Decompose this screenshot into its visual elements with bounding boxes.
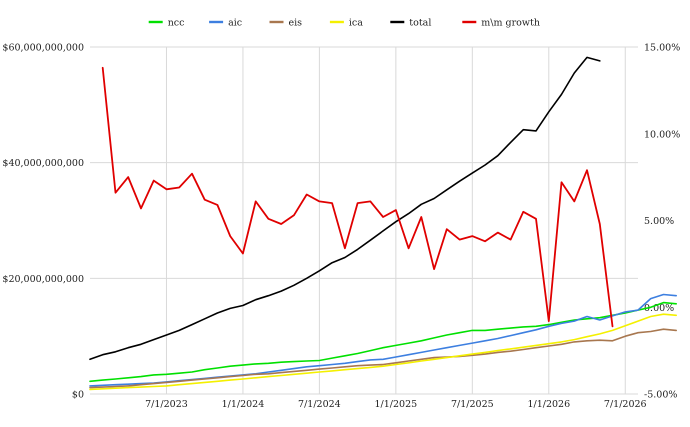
y-left-tick-label: $40,000,000,000 (2, 158, 84, 169)
x-tick-label: 7/1/2024 (298, 399, 341, 410)
y-right-tick-label: 0.00% (644, 303, 674, 314)
series-line-ica (89, 313, 678, 391)
series-lines (89, 56, 678, 391)
y-right-tick-label: 5.00% (644, 216, 674, 227)
x-tick-label: 1/1/2026 (527, 399, 570, 410)
series-line-total (89, 56, 601, 361)
y-left-tick-label: $20,000,000,000 (2, 274, 84, 285)
x-tick-label: 7/1/2025 (451, 399, 494, 410)
legend-label: ncc (168, 18, 185, 29)
series-line-m-m-growth (101, 66, 614, 328)
series-line-eis (89, 328, 678, 389)
series-line-ncc (89, 301, 678, 383)
x-tick-label: 1/1/2025 (375, 399, 418, 410)
legend-label: total (409, 18, 431, 29)
axes: $0 $20,000,000,000 $40,000,000,000 $60,000,… (2, 43, 680, 411)
y-right-tick-label: -5.00% (644, 390, 677, 401)
legend: ncc aic eis ica total m\m growth (148, 18, 540, 29)
x-tick-label: 7/1/2026 (604, 399, 647, 410)
legend-label: eis (289, 18, 303, 29)
y-left-tick-label: $60,000,000,000 (2, 43, 84, 54)
y-right-tick-label: 15.00% (644, 43, 680, 54)
y-right-tick-label: 10.00% (644, 129, 680, 140)
legend-label: m\m growth (481, 18, 540, 29)
grid (90, 46, 638, 395)
x-tick-label: 1/1/2024 (222, 399, 265, 410)
legend-label: aic (228, 18, 242, 29)
legend-label: ica (349, 18, 363, 29)
y-left-tick-label: $0 (72, 390, 84, 401)
x-tick-label: 7/1/2023 (145, 399, 188, 410)
